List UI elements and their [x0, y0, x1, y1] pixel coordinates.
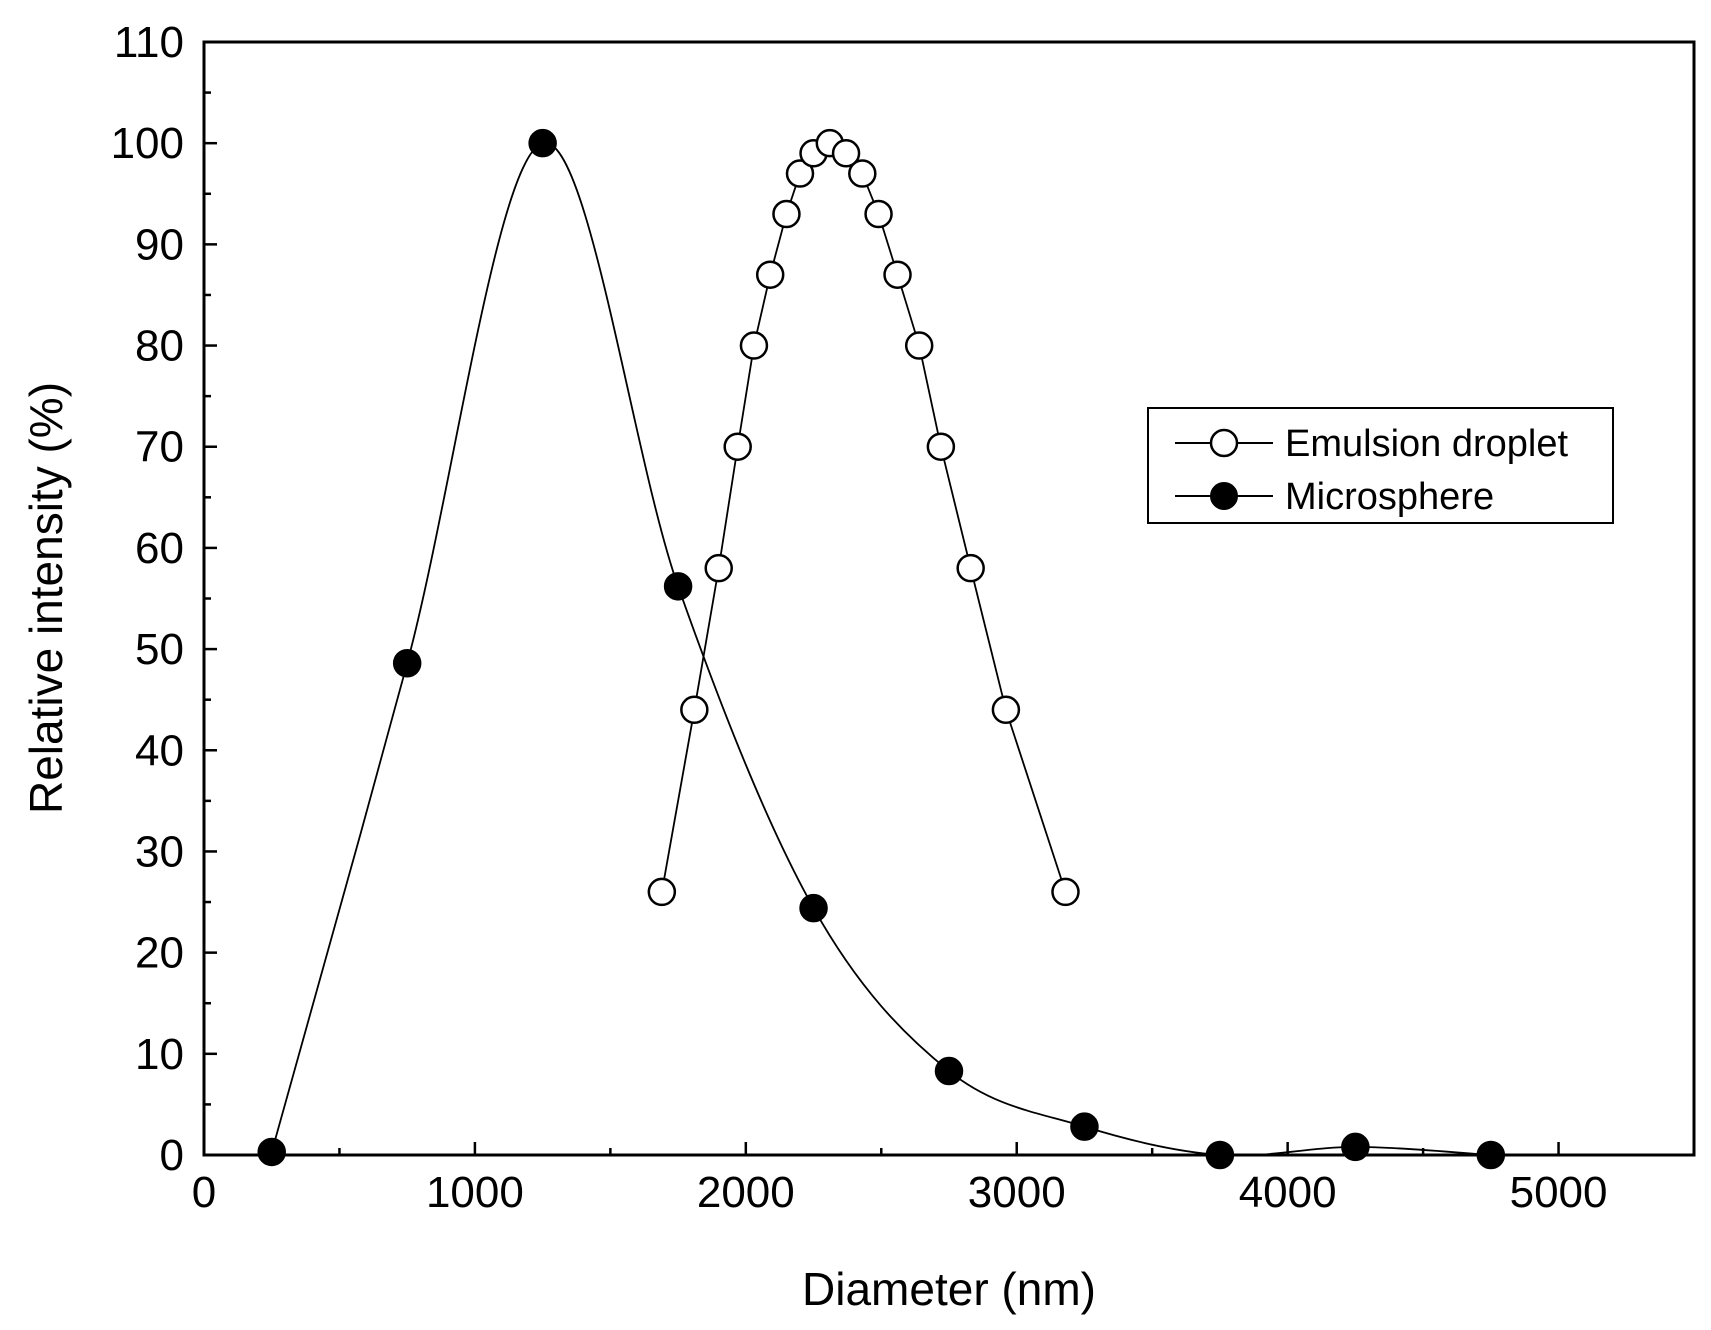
legend-label-emulsion: Emulsion droplet: [1285, 423, 1568, 465]
data-point-microsphere: [1205, 1140, 1235, 1170]
y-tick-label: 110: [114, 18, 184, 67]
series-lines: [270, 142, 1491, 1157]
data-point-emulsion: [785, 159, 815, 188]
y-tick-label: 60: [135, 524, 184, 573]
data-point-emulsion: [904, 331, 934, 360]
data-point-emulsion: [926, 432, 956, 461]
data-point-emulsion: [956, 553, 985, 583]
y-tick-label: 80: [135, 322, 184, 371]
y-tick-label: 0: [160, 1131, 184, 1180]
series-line-microsphere: [270, 142, 1491, 1157]
data-point-microsphere: [1070, 1112, 1099, 1141]
y-tick-label: 30: [135, 827, 184, 876]
y-tick-label: 20: [135, 929, 184, 978]
legend-label-microsphere: Microsphere: [1285, 476, 1494, 518]
y-tick-label: 10: [135, 1030, 184, 1079]
plot-frame: [202, 40, 1696, 1157]
data-point-emulsion: [772, 199, 801, 229]
axis-ticks: 0 1000 2000 3000 4000 5000 0 10 20 30 40 50 60 70 80 90…: [111, 18, 1608, 1217]
data-point-emulsion: [864, 199, 893, 229]
data-point-emulsion: [848, 159, 877, 188]
x-tick-label: 1000: [426, 1168, 524, 1217]
data-point-emulsion: [647, 877, 677, 907]
y-tick-label: 90: [135, 220, 184, 269]
data-point-emulsion: [991, 695, 1021, 725]
y-tick-label: 70: [135, 423, 184, 472]
data-point-microsphere: [1476, 1140, 1506, 1170]
x-tick-label: 2000: [697, 1168, 795, 1217]
data-point-microsphere: [257, 1137, 286, 1167]
x-tick-label: 3000: [968, 1168, 1066, 1217]
y-tick-label: 100: [111, 119, 184, 168]
data-point-microsphere: [392, 649, 422, 678]
data-point-microsphere: [663, 572, 693, 601]
data-point-microsphere: [1341, 1132, 1370, 1162]
y-axis-title: Relative intensity (%): [20, 382, 72, 814]
data-point-microsphere: [934, 1056, 964, 1086]
data-point-emulsion: [755, 260, 785, 289]
data-point-microsphere: [799, 893, 828, 923]
data-point-microsphere: [528, 128, 557, 158]
data-point-emulsion: [704, 553, 733, 583]
data-point-emulsion: [831, 139, 861, 168]
data-point-emulsion: [1051, 877, 1080, 907]
legend: Emulsion droplet Microsphere: [1147, 407, 1614, 524]
x-tick-label: 0: [192, 1168, 216, 1217]
legend-marker-emulsion: [1209, 428, 1239, 458]
series-line-emulsion: [660, 142, 1067, 893]
data-point-emulsion: [680, 695, 709, 725]
series-points: [257, 128, 1506, 1170]
y-tick-label: 40: [135, 726, 184, 775]
x-tick-label: 4000: [1239, 1168, 1337, 1217]
data-point-emulsion: [723, 432, 752, 461]
x-axis-title: Diameter (nm): [802, 1263, 1096, 1315]
data-point-emulsion: [883, 260, 912, 289]
data-point-emulsion: [739, 331, 769, 360]
x-tick-label: 5000: [1510, 1168, 1608, 1217]
y-tick-label: 50: [135, 625, 184, 674]
legend-marker-microsphere: [1210, 482, 1238, 510]
